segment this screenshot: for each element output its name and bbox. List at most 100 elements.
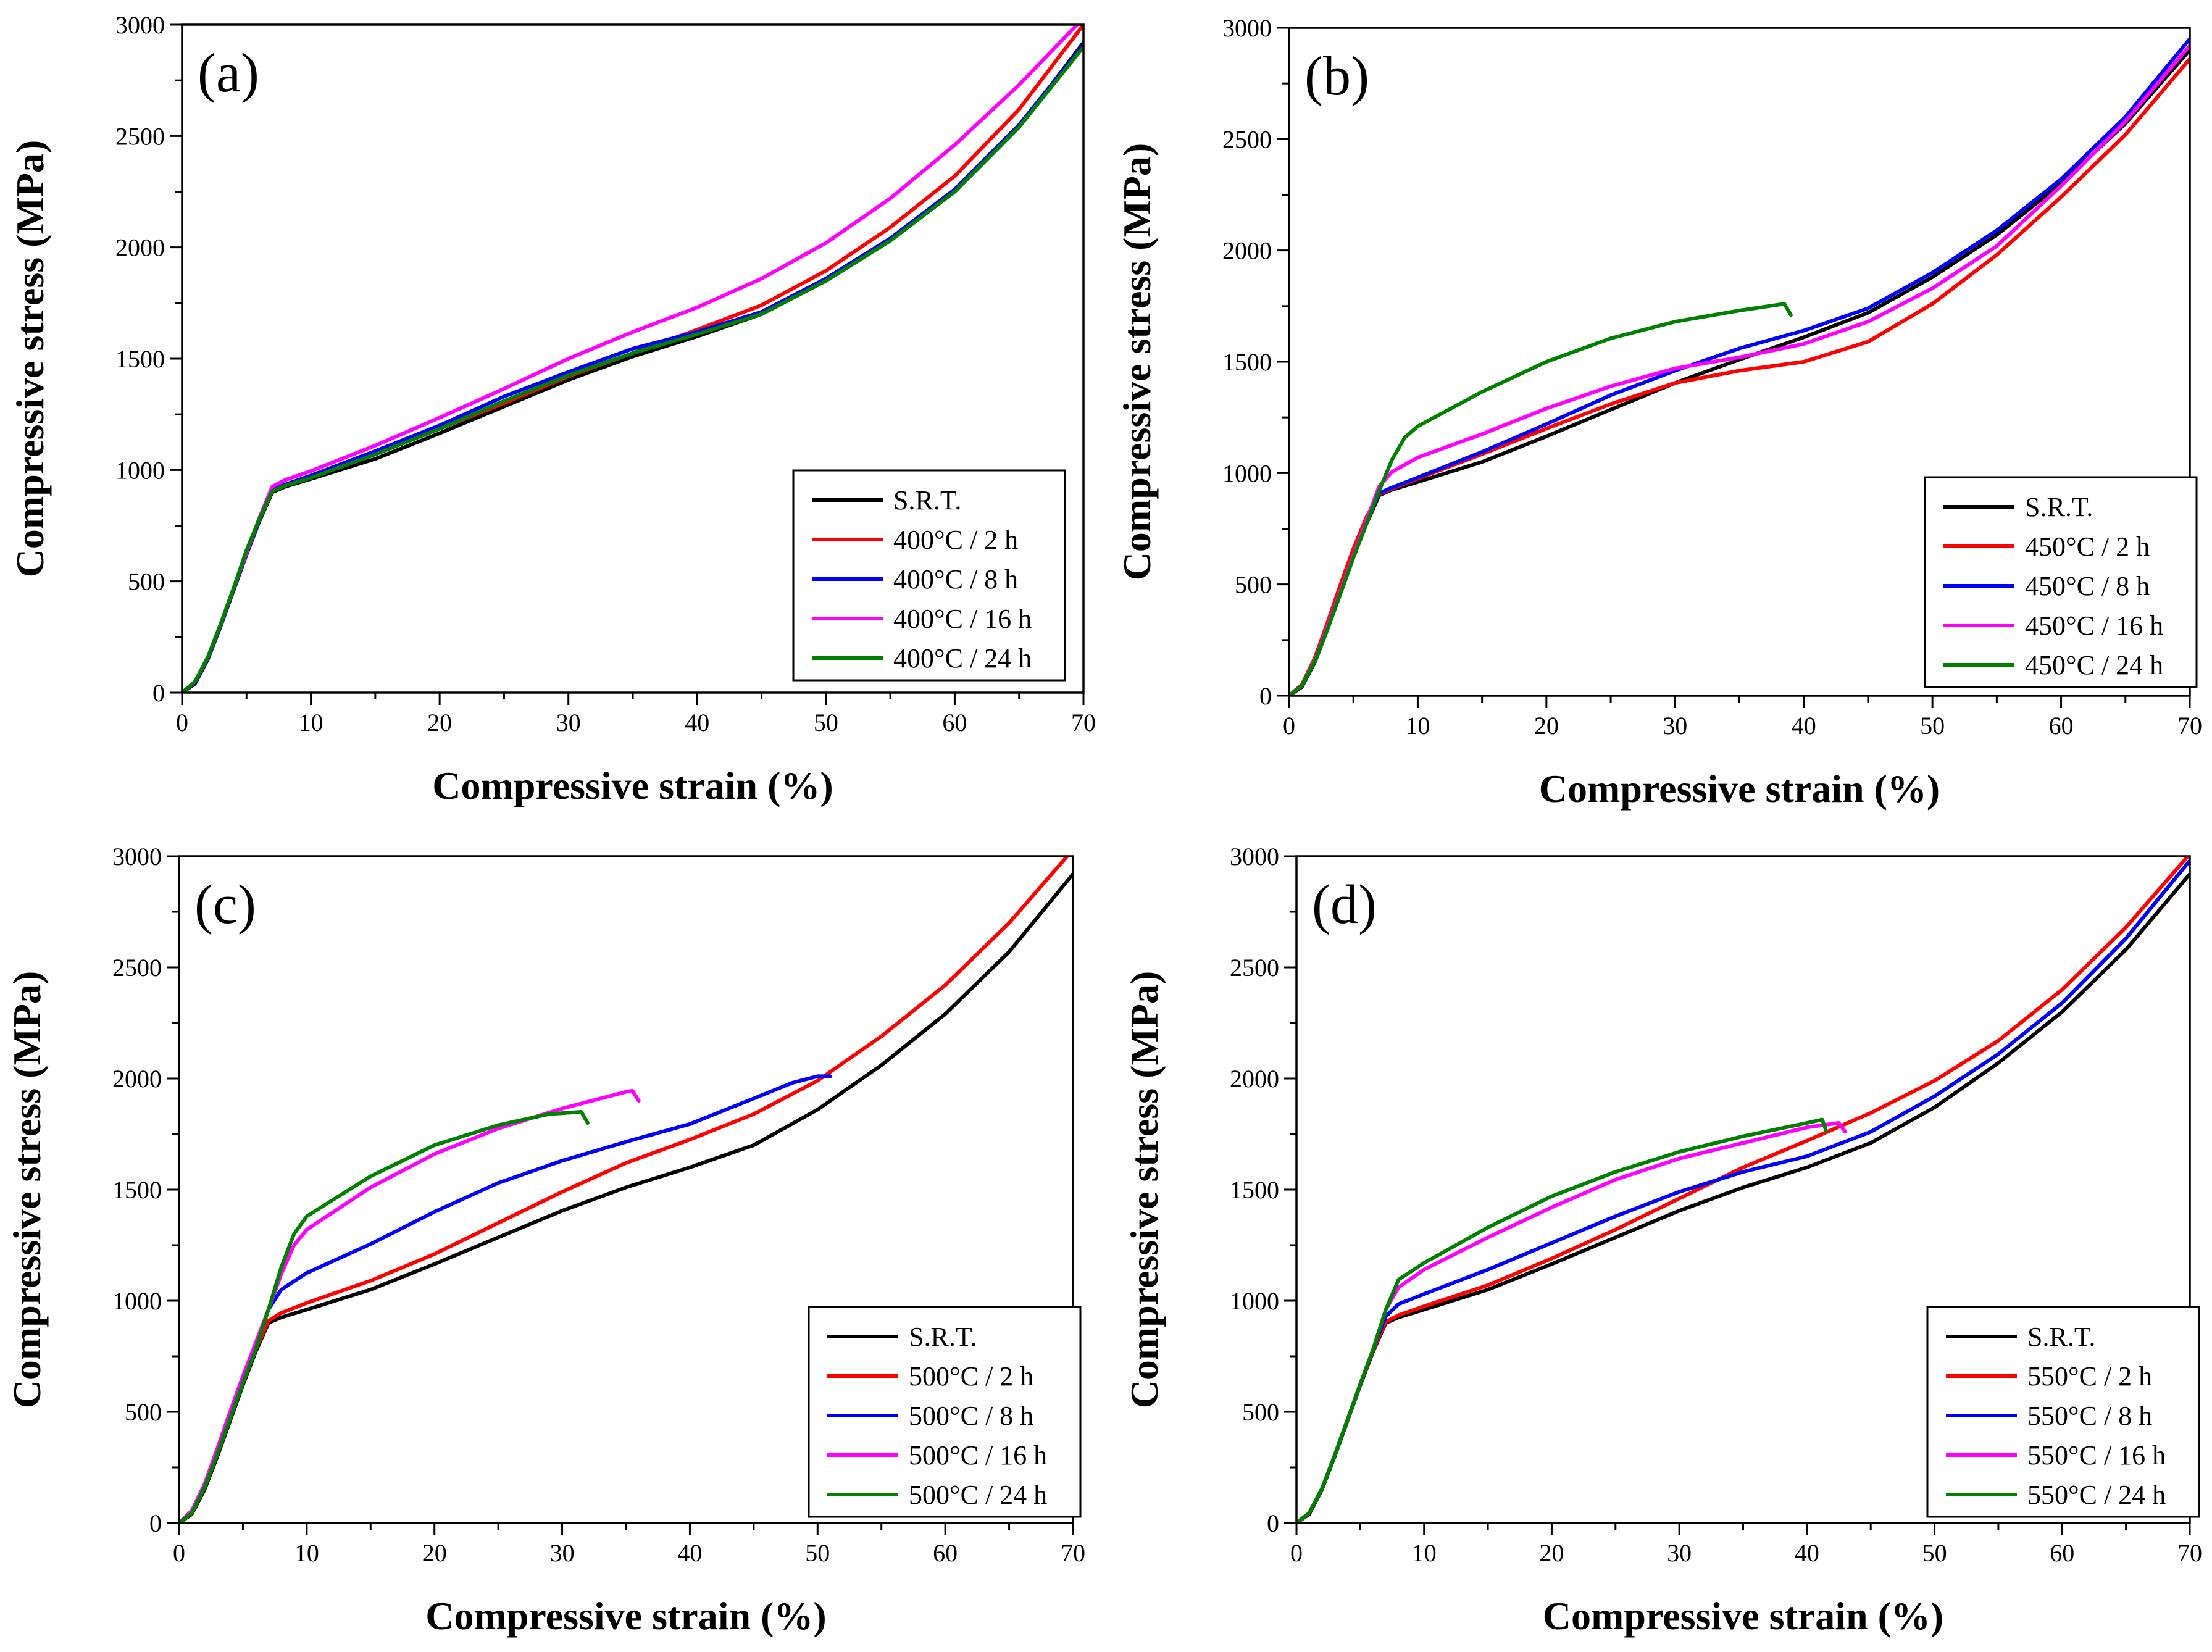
y-tick-label: 1500 [115, 345, 165, 373]
x-tick-label: 10 [1405, 712, 1430, 740]
x-tick-label: 40 [677, 1539, 702, 1567]
x-tick-label: 30 [550, 1539, 575, 1567]
y-tick-label: 2500 [1222, 125, 1272, 153]
legend-label: 550°C / 16 h [2027, 1440, 2166, 1471]
y-tick-label: 2000 [112, 1065, 162, 1093]
x-tick-label: 0 [1283, 712, 1295, 740]
y-tick-label: 3000 [112, 843, 162, 870]
legend-label: 550°C / 2 h [2027, 1361, 2152, 1391]
panel-label: (a) [198, 43, 259, 104]
legend-label: 450°C / 16 h [2025, 611, 2163, 641]
x-tick-label: 60 [942, 709, 967, 736]
legend: S.R.T. 450°C / 2 h 450°C / 8 h 450°C / 16 h… [1924, 476, 2198, 688]
legend-box [1924, 476, 2198, 688]
y-tick-label: 0 [152, 679, 165, 707]
x-tick-label: 50 [1922, 1539, 1947, 1567]
chart-panel-1: 0 10 20 30 40 50 60 70 0 500 1000 1500 2000 2500 3000 C… [8, 11, 1096, 807]
y-axis-title: Compressive stress (MPa) [5, 971, 49, 1409]
y-tick-label: 1000 [115, 456, 165, 484]
y-tick-label: 1000 [1230, 1287, 1279, 1315]
x-tick-label: 20 [1539, 1539, 1564, 1567]
legend-label: 400°C / 24 h [893, 643, 1032, 674]
y-tick-label: 500 [1235, 571, 1272, 599]
legend-label: 450°C / 2 h [2025, 532, 2150, 562]
legend-box [808, 1306, 1082, 1518]
panel-label: (d) [1312, 874, 1377, 935]
legend-label: S.R.T. [2025, 492, 2093, 522]
y-tick-label: 0 [1259, 682, 1272, 710]
x-tick-label: 20 [1534, 712, 1559, 740]
y-tick-label: 500 [128, 568, 165, 596]
legend: S.R.T. 550°C / 2 h 550°C / 8 h 550°C / 16 h… [1926, 1306, 2200, 1518]
series-line-2 [1289, 57, 2190, 696]
y-tick-label: 0 [149, 1509, 162, 1537]
legend-label: S.R.T. [2027, 1322, 2095, 1352]
chart-panel-2: 0 10 20 30 40 50 60 70 0 500 1000 1500 2000 2500 3000 C… [1115, 14, 2202, 811]
y-axis-title: Compressive stress (MPa) [8, 140, 52, 578]
x-tick-label: 10 [1412, 1539, 1437, 1567]
y-tick-label: 3000 [1230, 843, 1279, 870]
y-tick-label: 500 [125, 1398, 162, 1426]
legend-label: 500°C / 24 h [909, 1480, 1047, 1510]
legend-label: 500°C / 16 h [909, 1440, 1047, 1471]
x-tick-label: 30 [1663, 712, 1687, 740]
panel-label: (b) [1304, 46, 1369, 107]
x-tick-label: 50 [814, 709, 838, 736]
y-tick-label: 3000 [1222, 14, 1272, 42]
y-tick-label: 2500 [115, 122, 165, 150]
y-tick-label: 2000 [115, 234, 165, 262]
legend-label: 550°C / 8 h [2027, 1401, 2152, 1431]
panel-label: (c) [194, 874, 256, 935]
x-tick-label: 10 [299, 709, 323, 736]
chart-panel-3: 0 10 20 30 40 50 60 70 0 500 1000 1500 2000 2500 3000 C… [5, 843, 1085, 1638]
series-line-5 [1289, 302, 1793, 696]
legend-label: S.R.T. [893, 485, 961, 515]
legend-label: 400°C / 16 h [893, 604, 1032, 634]
x-tick-label: 20 [422, 1539, 447, 1567]
x-tick-label: 40 [685, 709, 709, 736]
legend: S.R.T. 500°C / 2 h 500°C / 8 h 500°C / 16 h… [808, 1306, 1082, 1518]
x-tick-label: 60 [2049, 712, 2074, 740]
x-tick-label: 30 [1667, 1539, 1692, 1567]
series-line-5 [182, 45, 1083, 693]
x-tick-label: 50 [1920, 712, 1945, 740]
y-tick-label: 1000 [112, 1287, 162, 1315]
x-tick-label: 0 [176, 709, 188, 736]
series-line-5 [179, 1110, 590, 1523]
x-tick-label: 50 [805, 1539, 830, 1567]
x-tick-label: 0 [1290, 1539, 1303, 1567]
x-tick-label: 40 [1792, 712, 1816, 740]
legend-label: 450°C / 8 h [2025, 571, 2150, 601]
y-axis-title: Compressive stress (MPa) [1122, 971, 1166, 1409]
legend-box [1926, 1306, 2200, 1518]
x-tick-label: 70 [2177, 1539, 2202, 1567]
x-tick-label: 40 [1795, 1539, 1819, 1567]
y-tick-label: 1500 [1230, 1176, 1279, 1204]
x-axis-title: Compressive strain (%) [1539, 767, 1940, 811]
x-tick-label: 70 [1071, 709, 1096, 736]
x-axis-title: Compressive strain (%) [425, 1594, 826, 1638]
legend-label: 500°C / 8 h [909, 1401, 1033, 1431]
legend-label: 400°C / 8 h [893, 564, 1018, 594]
x-tick-label: 60 [2050, 1539, 2074, 1567]
legend-label: S.R.T. [909, 1322, 977, 1352]
x-tick-label: 60 [933, 1539, 958, 1567]
y-tick-label: 2500 [1230, 954, 1279, 982]
x-tick-label: 0 [173, 1539, 185, 1567]
legend-label: 400°C / 2 h [893, 525, 1018, 555]
y-tick-label: 0 [1267, 1509, 1279, 1537]
legend-label: 450°C / 24 h [2025, 650, 2163, 680]
x-tick-label: 20 [427, 709, 452, 736]
series-line-4 [179, 1088, 641, 1523]
y-tick-label: 3000 [115, 11, 165, 39]
y-tick-label: 1000 [1222, 459, 1272, 487]
y-tick-label: 2500 [112, 954, 162, 982]
y-tick-label: 2000 [1230, 1065, 1279, 1093]
x-axis-title: Compressive strain (%) [432, 764, 833, 807]
x-tick-label: 70 [1061, 1539, 1085, 1567]
y-axis-title: Compressive stress (MPa) [1115, 143, 1159, 581]
x-tick-label: 30 [556, 709, 581, 736]
legend-label: 550°C / 24 h [2027, 1480, 2166, 1510]
series-line-5 [1296, 1117, 1828, 1523]
